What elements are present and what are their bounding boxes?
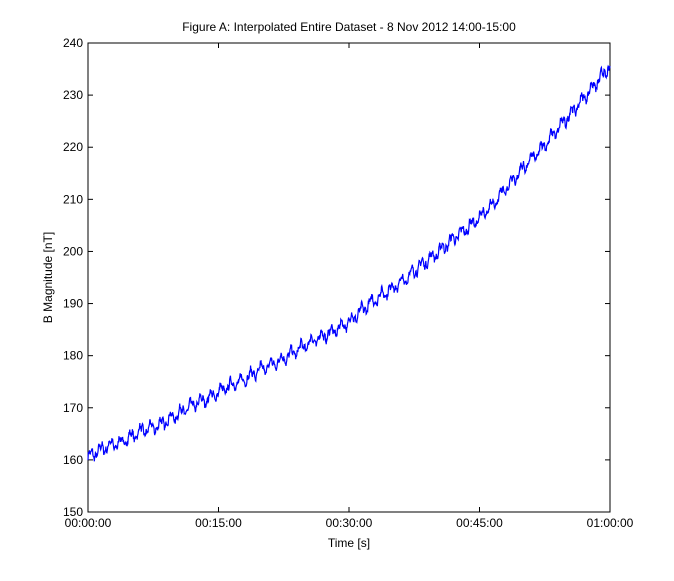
y-tick-label: 180 bbox=[63, 349, 83, 363]
y-tick-label: 190 bbox=[63, 297, 83, 311]
y-tick-label: 240 bbox=[63, 36, 83, 50]
plot-area bbox=[87, 42, 611, 513]
y-tick-label: 230 bbox=[63, 88, 83, 102]
x-axis: 00:00:00 00:15:00 00:30:00 00:45:00 01:00:00 bbox=[65, 43, 634, 530]
y-tick-label: 220 bbox=[63, 140, 83, 154]
series-line bbox=[87, 64, 611, 462]
y-tick-label: 210 bbox=[63, 192, 83, 206]
x-tick-label: 00:30:00 bbox=[326, 516, 373, 530]
x-tick-label: 00:45:00 bbox=[456, 516, 503, 530]
y-tick-label: 150 bbox=[63, 505, 83, 519]
chart-title: Figure A: Interpolated Entire Dataset - … bbox=[182, 20, 516, 34]
y-tick-label: 200 bbox=[63, 244, 83, 258]
x-tick-label: 01:00:00 bbox=[587, 516, 634, 530]
y-axis-label: B Magnitude [nT] bbox=[41, 232, 55, 323]
x-axis-label: Time [s] bbox=[328, 536, 370, 550]
y-tick-label: 160 bbox=[63, 453, 83, 467]
y-axis: 150 160 170 180 190 200 210 220 230 240 bbox=[63, 36, 610, 519]
y-tick-label: 170 bbox=[63, 401, 83, 415]
x-tick-label: 00:00:00 bbox=[65, 516, 112, 530]
x-tick-label: 00:15:00 bbox=[195, 516, 242, 530]
